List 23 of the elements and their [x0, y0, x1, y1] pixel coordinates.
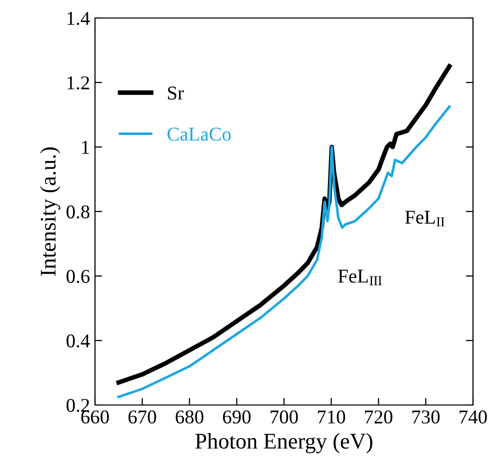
- y-tick-label: 1.2: [68, 76, 90, 90]
- annotation: FeL$_{II}$: [405, 210, 444, 226]
- y-tick-label: 0.8: [66, 205, 90, 219]
- x-tick-label: 660: [81, 410, 109, 424]
- x-tick-label: 680: [176, 410, 204, 424]
- x-tick-label: 690: [223, 410, 251, 424]
- legend-label: Sr: [168, 86, 184, 100]
- y-tick-label: 0.4: [66, 334, 90, 348]
- y-axis-title: Intensity (a.u.): [40, 147, 60, 276]
- y-tick-label: 1.4: [68, 12, 90, 26]
- y-tick-label: 0.2: [66, 398, 90, 412]
- x-tick-label: 720: [365, 410, 392, 424]
- y-tick-label: 1: [82, 140, 89, 154]
- x-tick-label: 710: [318, 410, 346, 424]
- y-tick-label: 0.6: [66, 270, 90, 284]
- x-tick-label: 700: [270, 410, 298, 424]
- line-series: [117, 105, 451, 398]
- legend-label: CaLaCo: [168, 128, 231, 141]
- annotation: FeL$_{III}$: [338, 270, 382, 286]
- x-axis-title: Photon Energy (eV): [195, 433, 372, 454]
- x-tick-label: 670: [128, 410, 156, 424]
- x-tick-label: 730: [412, 410, 440, 424]
- x-tick-label: 740: [460, 410, 487, 424]
